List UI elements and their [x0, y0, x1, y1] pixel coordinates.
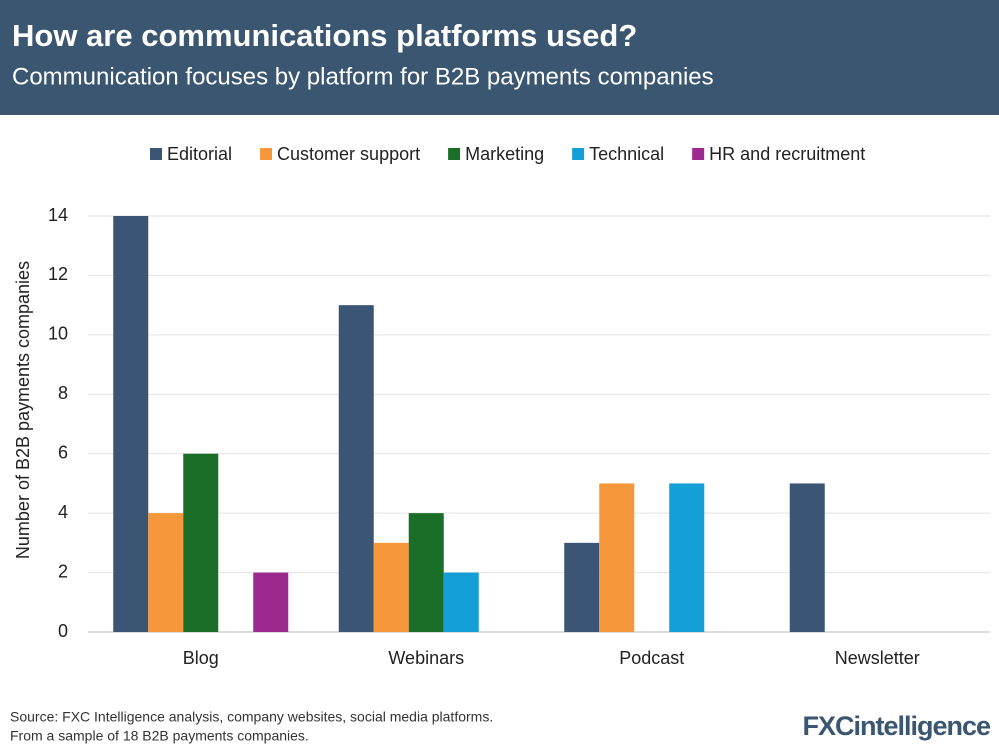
bar: [183, 453, 219, 632]
x-tick-label: Podcast: [619, 648, 684, 668]
legend-label: Customer support: [277, 144, 420, 164]
y-tick-label: 10: [48, 324, 68, 344]
bar: [338, 305, 374, 632]
bar: [669, 483, 705, 632]
x-tick-label: Blog: [183, 648, 219, 668]
legend-swatch: [448, 148, 461, 160]
y-tick-label: 6: [58, 442, 68, 462]
legend-label: Technical: [589, 144, 664, 164]
y-axis-label: Number of B2B payments companies: [13, 261, 33, 559]
bar: [253, 572, 289, 632]
bar: [443, 572, 479, 632]
bar: [564, 542, 600, 632]
source-note: Source: FXC Intelligence analysis, compa…: [10, 709, 493, 725]
y-tick-label: 8: [58, 383, 68, 403]
y-tick-label: 2: [58, 561, 68, 581]
bar: [148, 513, 184, 632]
legend-label: Marketing: [465, 144, 544, 164]
bar: [789, 483, 825, 632]
legend-swatch: [150, 148, 162, 160]
bar: [113, 216, 149, 632]
bar: [599, 483, 635, 632]
chart-subtitle: Communication focuses by platform for B2…: [12, 63, 714, 90]
legend-label: Editorial: [167, 144, 232, 164]
y-tick-label: 0: [58, 621, 68, 641]
chart-title: How are communications platforms used?: [12, 18, 637, 53]
bar: [408, 513, 444, 632]
header-band: [0, 0, 999, 115]
y-tick-label: 12: [48, 264, 68, 284]
logo: FXCintelligence: [802, 711, 991, 741]
y-tick-label: 4: [58, 502, 68, 522]
legend-swatch: [260, 148, 273, 160]
legend-swatch: [692, 148, 705, 160]
source-note: From a sample of 18 B2B payments compani…: [10, 728, 309, 744]
x-tick-label: Webinars: [388, 648, 464, 668]
bar: [373, 542, 409, 632]
legend-swatch: [572, 148, 585, 160]
y-tick-label: 14: [48, 205, 68, 225]
legend-label: HR and recruitment: [709, 144, 865, 164]
x-tick-label: Newsletter: [835, 648, 920, 668]
